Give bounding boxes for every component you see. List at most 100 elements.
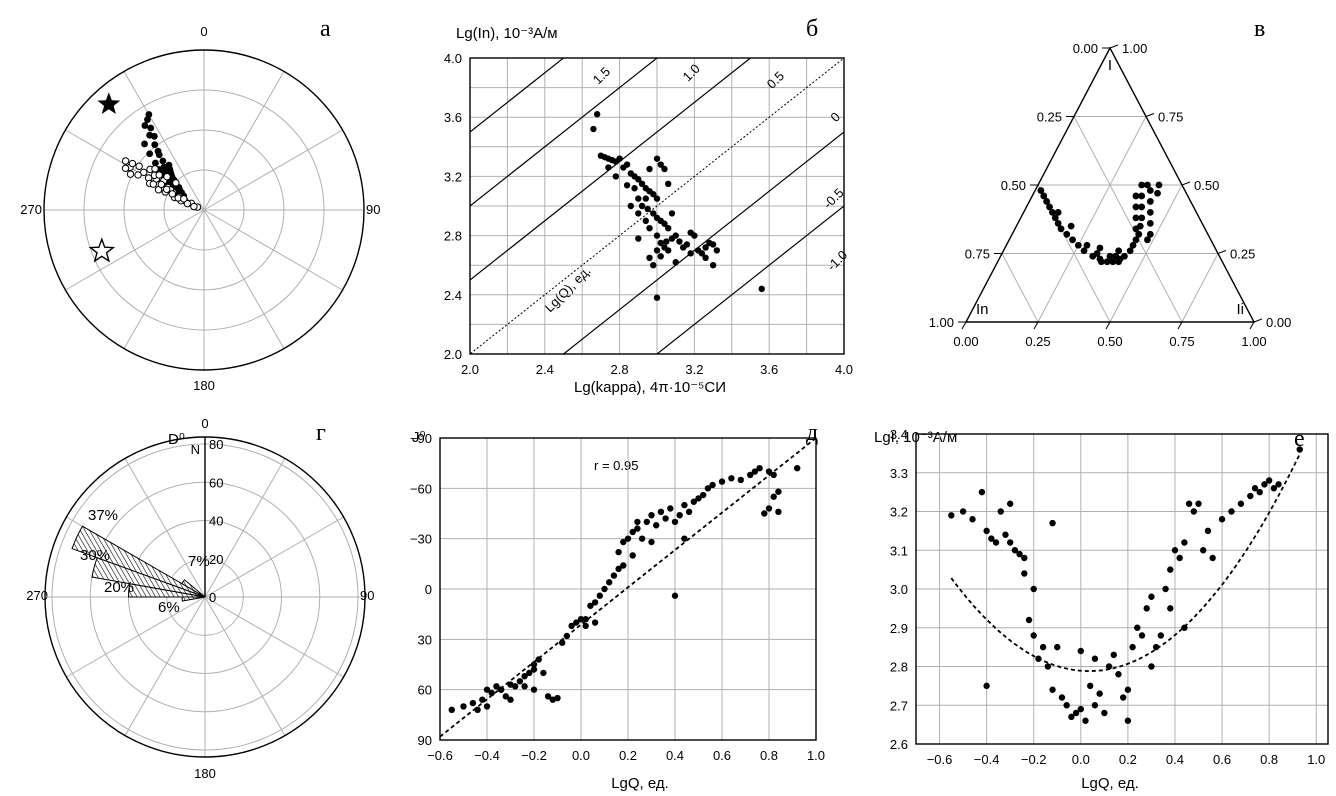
panel-b-point: [638, 202, 646, 210]
panel-d-point: [512, 683, 519, 690]
panel-a-point-open: [157, 180, 166, 189]
panel-d-point: [554, 694, 561, 702]
panel-v-point: [1132, 236, 1140, 244]
panel-b-ytick: 2.8: [444, 229, 462, 244]
panel-d-point: [502, 693, 509, 700]
panel-e-point: [1082, 717, 1089, 724]
panel-v-point: [1138, 192, 1146, 200]
panel-a-point-filled: [141, 140, 148, 148]
panel-d-point: [483, 703, 491, 710]
panel-v-point: [1054, 219, 1062, 227]
panel-b-point: [653, 195, 661, 202]
panel-v-point: [1112, 252, 1120, 260]
panel-e-point: [1124, 686, 1132, 693]
panel-b-ytick: 4.0: [444, 51, 462, 66]
panel-e-point: [1171, 547, 1179, 554]
panel-b-point: [713, 247, 721, 254]
panel-v-tick-right: [1217, 250, 1227, 254]
panel-e-point: [1181, 624, 1188, 631]
panel-b-point: [623, 182, 631, 189]
panel-g-azimuth-90: 90: [360, 588, 374, 603]
panel-v-point: [1093, 250, 1101, 257]
panel-g-north-label: N: [191, 442, 200, 457]
panel-a-point-filled: [160, 166, 168, 174]
panel-e-point: [1129, 643, 1136, 651]
panel-e-point: [1049, 686, 1056, 693]
panel-b-point: [646, 165, 653, 173]
panel-e-point: [983, 527, 990, 535]
panel-d-point: [770, 471, 777, 479]
panel-v-tick-right: [1109, 44, 1119, 49]
panel-a-point-open: [162, 185, 171, 194]
panel-b-point: [657, 239, 664, 247]
panel-e-xtick: 0.4: [1166, 752, 1184, 767]
panel-e-ytick: 3.0: [890, 582, 908, 597]
panel-a-grid-ray-11: [123, 71, 205, 211]
panel-d-ytick: 90: [418, 733, 432, 748]
panel-d-xtick: 0.2: [619, 748, 637, 763]
panel-v-point: [1132, 192, 1140, 200]
panel-g-radial-tick: 80: [209, 437, 223, 452]
panel-d-point: [620, 562, 627, 569]
panel-e-point: [1077, 705, 1085, 713]
panel-v-grid: [1109, 184, 1183, 323]
panel-b-point: [605, 164, 612, 171]
panel-e-xtick: 0.0: [1072, 752, 1090, 767]
panel-b-isolines: [470, 58, 844, 354]
panel-a-grid-ray-8: [65, 209, 205, 291]
panel-e-ytick: 3.1: [890, 543, 908, 558]
panel-v-point: [1115, 258, 1123, 266]
panel-b-scatter: б Lg(In), 10⁻³А/м Lg(kappa), 4π·10⁻⁵СИ L…: [444, 16, 853, 396]
panel-d-point: [751, 468, 759, 475]
panel-d-point: [657, 508, 665, 516]
panel-d-xtick: −0.4: [474, 748, 500, 763]
panel-v-tick-label-right: 0.25: [1230, 247, 1255, 262]
panel-e-point: [983, 682, 990, 690]
panel-v-tick-label-right: 1.00: [1122, 41, 1147, 56]
panel-e-ytick: 2.9: [890, 621, 908, 636]
panel-b-point: [593, 111, 601, 118]
panel-d-point: [530, 666, 538, 673]
panel-b-xtick: 3.2: [685, 362, 703, 377]
panel-b-point: [616, 155, 623, 162]
panel-d-point: [606, 579, 613, 586]
panel-d-point: [460, 703, 467, 710]
panel-g-radial-tick: 60: [209, 475, 223, 490]
panel-a-azimuth-180: 180: [193, 378, 215, 393]
panel-e-point: [1021, 570, 1028, 577]
panel-b-isoline: [562, 131, 844, 354]
panel-e-point: [1087, 682, 1094, 690]
panel-b-point: [698, 250, 706, 257]
panel-a-point-open: [121, 164, 130, 172]
panel-b-xtick: 2.4: [536, 362, 554, 377]
panel-e-xtick: −0.2: [1021, 752, 1047, 767]
panel-d-point: [620, 538, 627, 546]
panel-b-isoline-value: 0.5: [764, 68, 787, 91]
panel-v-point: [1132, 203, 1140, 211]
panel-e-ytick: 3.4: [890, 427, 908, 442]
panel-g-azimuth-180: 180: [194, 766, 216, 781]
panel-a-point-open: [126, 170, 135, 178]
panel-d-point: [448, 706, 455, 713]
panel-e-point: [1167, 566, 1174, 573]
panel-a-point-open: [151, 165, 159, 173]
panel-g-rose: г D⁰ N 0 90 180 270 02040608037%30%20%7%…: [26, 416, 374, 781]
panel-v-tick-label-left: 0.25: [1037, 110, 1062, 125]
panel-a-point-filled: [146, 150, 154, 158]
panel-g-letter: г: [316, 420, 326, 446]
panel-e-point: [1200, 547, 1207, 554]
panel-b-point: [665, 247, 672, 254]
panel-e-point: [978, 488, 986, 496]
panel-v-point: [1063, 230, 1071, 238]
panel-v-point: [1080, 247, 1088, 255]
panel-d-point: [671, 592, 679, 599]
panel-d-point: [516, 678, 524, 685]
panel-v-point: [1096, 244, 1104, 252]
panel-v-tick-right: [1181, 181, 1191, 186]
panel-g-sector-label: 20%: [104, 579, 134, 596]
panel-g-azimuth-270: 270: [26, 588, 48, 603]
panel-b-point: [709, 262, 717, 269]
panel-v-grid: [1001, 253, 1039, 323]
panel-v-point: [1057, 225, 1065, 233]
panel-d-ytick: 60: [418, 683, 432, 698]
